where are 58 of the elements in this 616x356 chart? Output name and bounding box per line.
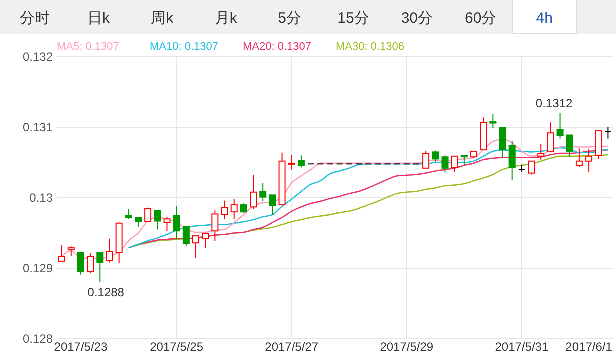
candlestick — [134, 216, 142, 228]
candlestick — [87, 252, 94, 274]
candlestick — [77, 252, 84, 276]
candlestick — [556, 112, 564, 140]
y-tick-label: 0.128 — [22, 332, 54, 346]
candlestick — [442, 155, 449, 174]
candlestick — [144, 207, 152, 222]
candlestick — [68, 246, 75, 258]
candlestick — [240, 203, 248, 214]
annotation: 0.1312 — [536, 96, 573, 110]
candlestick — [298, 155, 305, 168]
candlestick — [125, 208, 132, 220]
candlestick — [260, 182, 267, 202]
candlestick — [212, 210, 219, 242]
text: MA10: 0.1307 — [150, 41, 218, 53]
candlestick — [221, 200, 228, 220]
candlestick — [490, 114, 497, 129]
candlestick — [106, 238, 114, 264]
candlestick — [96, 252, 104, 284]
candlestick — [586, 148, 593, 172]
x-tick-label: 2017/5/31 — [495, 340, 549, 354]
candlestick — [173, 206, 180, 240]
text: MA20: 0.1307 — [243, 41, 312, 53]
candlestick — [182, 226, 190, 246]
candlestick — [154, 210, 162, 230]
x-tick-label: 2017/6/1 — [566, 340, 613, 354]
candlestick — [432, 150, 440, 163]
candlestick — [230, 198, 238, 220]
candlestick — [202, 233, 210, 249]
candlestick — [288, 154, 296, 170]
candlestick — [508, 140, 516, 181]
candlestick — [576, 148, 583, 168]
candlestick — [269, 194, 276, 216]
candlestick — [604, 127, 612, 140]
y-tick-label: 0.129 — [22, 262, 54, 276]
text: MA5: 0.1307 — [57, 41, 120, 53]
x-tick-label: 2017/5/23 — [54, 340, 108, 354]
candlestick — [499, 127, 506, 160]
x-tick-label: 2017/5/27 — [265, 340, 319, 354]
y-tick-label: 0.132 — [22, 50, 54, 64]
x-tick-label: 2017/5/29 — [380, 340, 434, 354]
x-tick-label: 2017/5/25 — [150, 340, 204, 354]
y-tick-label: 0.13 — [30, 191, 54, 205]
candlestick — [547, 122, 554, 152]
candlestick — [528, 160, 536, 176]
candlestick — [538, 144, 545, 160]
tab-strip: 分时 日k 周k 月k 5分 15分 30分 60分 4h — [0, 0, 616, 34]
annotation: 0.1288 — [88, 286, 125, 300]
candlestick — [422, 150, 430, 169]
text: MA30: 0.1306 — [336, 41, 404, 53]
candlestick — [58, 244, 66, 262]
y-tick-label: 0.131 — [22, 120, 54, 134]
candlestick — [460, 155, 468, 166]
candlestick — [192, 236, 200, 260]
candlestick — [451, 156, 458, 174]
candlestick — [164, 216, 171, 232]
candlestick — [566, 134, 574, 158]
candlestick — [250, 174, 258, 210]
